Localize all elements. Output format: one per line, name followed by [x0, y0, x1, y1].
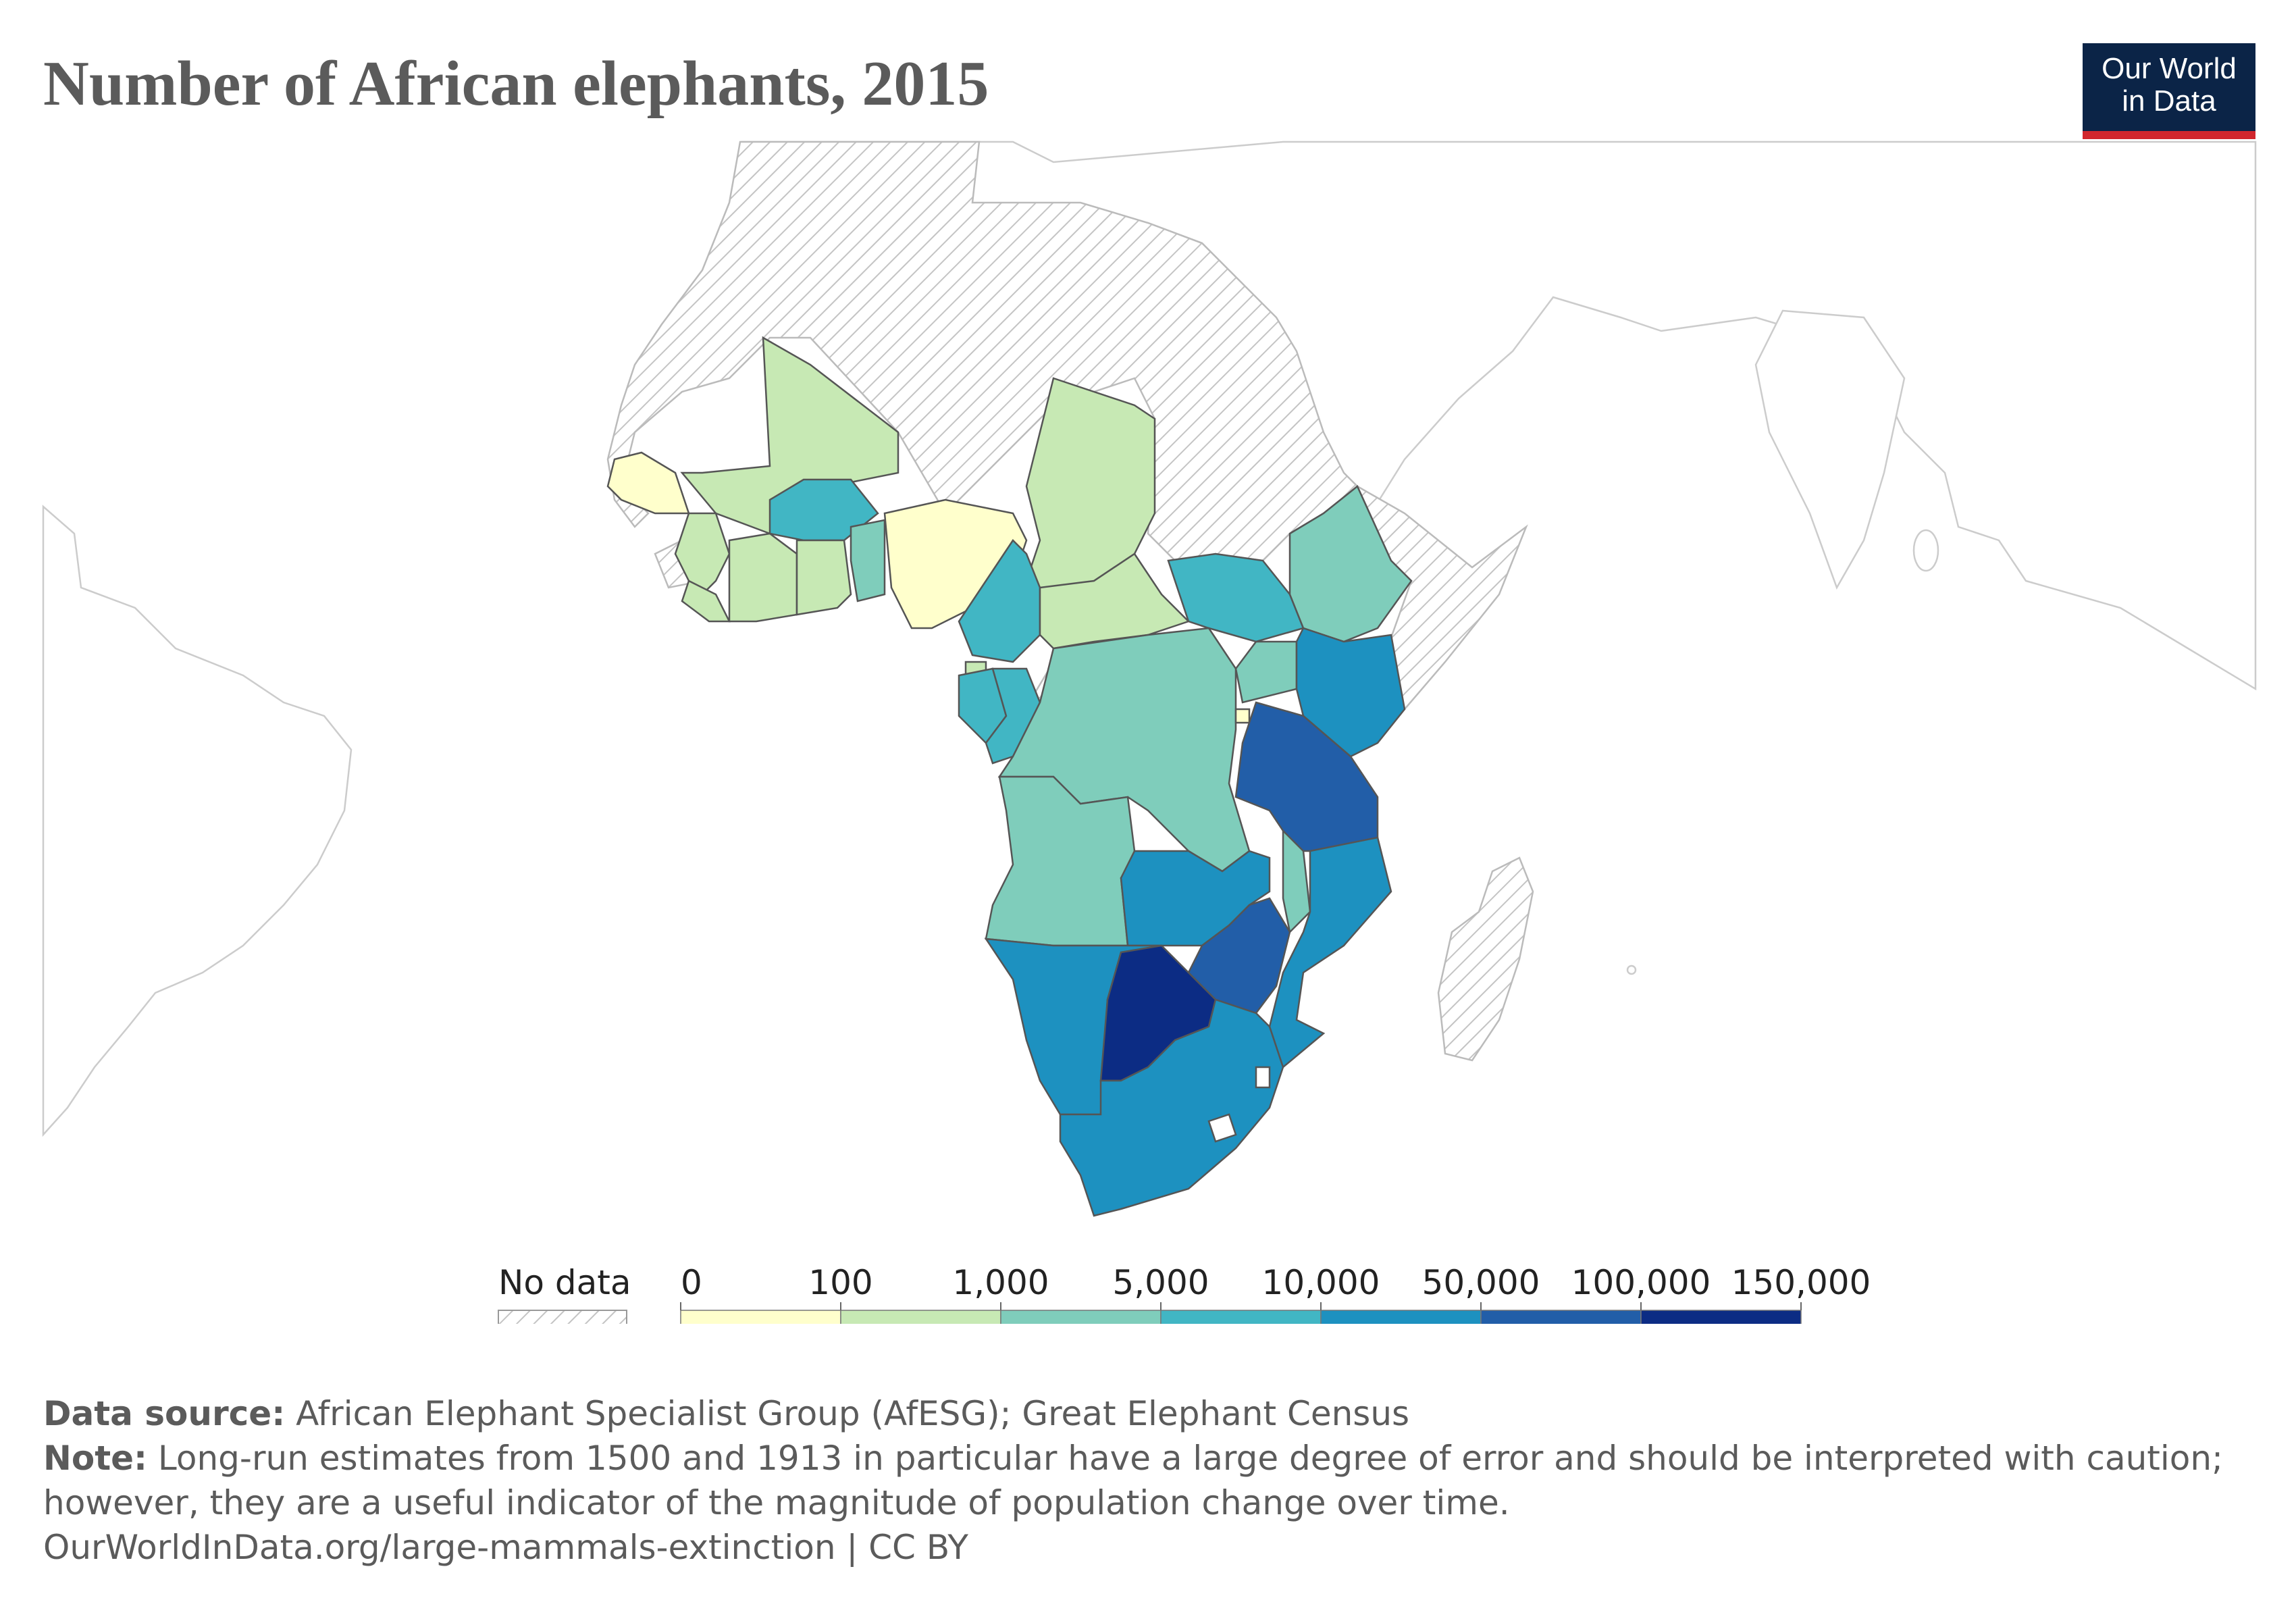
owid-logo[interactable]: Our World in Data	[2083, 43, 2255, 139]
country-angola[interactable]	[985, 775, 1136, 947]
note-line-2: however, they are a useful indicator of …	[43, 1483, 1510, 1522]
country-guinea[interactable]	[674, 512, 731, 596]
legend-threshold-label: 5,000	[1112, 1263, 1209, 1302]
background-land	[42, 140, 2257, 1137]
legend-threshold-label: 150,000	[1731, 1263, 1871, 1302]
country-congo[interactable]	[985, 667, 1041, 765]
data-source-label: Data source:	[43, 1394, 286, 1433]
legend-bins: 0 100 1,000 5,000 10,000 50,000 100,000 150,000	[680, 1263, 1871, 1324]
legend-threshold-label: 50,000	[1422, 1263, 1540, 1302]
note-text: Long-run estimates from 1500 and 1913 in…	[147, 1439, 2223, 1478]
note-label: Note:	[43, 1439, 148, 1478]
legend-bin-swatch[interactable]	[1640, 1310, 1802, 1324]
chart-title: Number of African elephants, 2015	[43, 49, 989, 119]
legend-no-data-label: No data	[498, 1263, 631, 1302]
legend-threshold-label: 10,000	[1262, 1263, 1380, 1302]
legend-bin-swatch[interactable]	[1000, 1310, 1162, 1324]
african-countries	[606, 336, 1413, 1217]
country-eswatini[interactable]	[1255, 1066, 1271, 1089]
legend-bin-swatch[interactable]	[840, 1310, 1001, 1324]
country-car[interactable]	[1039, 552, 1191, 650]
country-kenya[interactable]	[1295, 627, 1406, 758]
legend-threshold-label: 100,000	[1571, 1263, 1711, 1302]
country-cameroon[interactable]	[958, 539, 1041, 663]
data-source-text: African Elephant Specialist Group (AfESG…	[285, 1394, 1410, 1433]
legend-threshold-label: 100	[808, 1263, 872, 1302]
logo-line-2: in Data	[2122, 84, 2216, 118]
legend-bin-swatch[interactable]	[1320, 1310, 1482, 1324]
footer: Data source: African Elephant Specialist…	[43, 1391, 2292, 1570]
legend-threshold-label: 0	[681, 1263, 702, 1302]
country-rwanda[interactable]	[1234, 708, 1251, 724]
country-cote-divoire[interactable]	[728, 532, 798, 623]
country-lesotho[interactable]	[1207, 1113, 1237, 1143]
country-uganda[interactable]	[1234, 640, 1298, 704]
map-legend: No data 0 100 1,000 5,000 10,000 50,000 100,00…	[498, 1263, 1871, 1324]
country-togo-benin[interactable]	[850, 519, 886, 602]
country-ghana[interactable]	[795, 539, 852, 616]
country-ethiopia[interactable]	[1288, 485, 1413, 643]
source-url[interactable]: OurWorldInData.org/large-mammals-extinct…	[43, 1528, 968, 1567]
note-line: Note: Long-run estimates from 1500 and 1…	[43, 1436, 2292, 1481]
country-south-sudan[interactable]	[1167, 552, 1305, 643]
country-mozambique[interactable]	[1268, 836, 1392, 1069]
country-liberia[interactable]	[681, 580, 731, 623]
data-source-line: Data source: African Elephant Specialist…	[43, 1391, 2292, 1436]
legend-bin-swatch[interactable]	[1480, 1310, 1642, 1324]
legend-bin-swatch[interactable]	[1160, 1310, 1322, 1324]
legend-no-data-swatch	[498, 1310, 627, 1324]
world-map: No data 0 100 1,000 5,000 10,000 50,000 100,00…	[42, 140, 2257, 1324]
legend-bin-swatch[interactable]	[680, 1310, 841, 1324]
country-senegal[interactable]	[606, 451, 690, 515]
logo-line-1: Our World	[2102, 52, 2237, 85]
country-malawi[interactable]	[1282, 828, 1311, 934]
legend-threshold-label: 1,000	[952, 1263, 1049, 1302]
country-south-africa[interactable]	[1059, 998, 1284, 1217]
